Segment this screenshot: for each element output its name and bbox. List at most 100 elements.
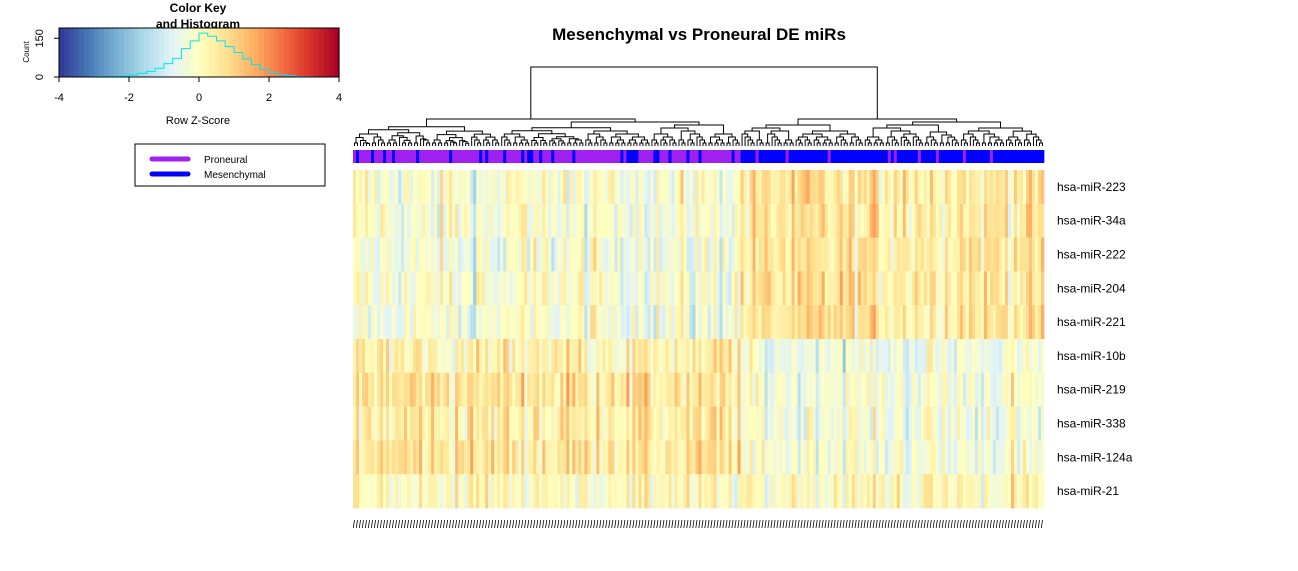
heatmap-cell bbox=[644, 305, 648, 340]
heatmap-cell bbox=[986, 474, 991, 509]
heatmap-cell bbox=[548, 339, 552, 374]
heatmap-cell bbox=[896, 170, 901, 205]
heatmap-cell bbox=[575, 271, 579, 306]
heatmap-cell bbox=[554, 406, 558, 441]
heatmap-cell bbox=[500, 305, 504, 340]
heatmap-cell bbox=[419, 203, 423, 238]
heatmap-cell bbox=[989, 271, 994, 306]
heatmap-cell bbox=[524, 203, 528, 238]
heatmap-cell bbox=[674, 406, 678, 441]
heatmap-cell bbox=[713, 440, 717, 475]
colorbar-cell bbox=[842, 150, 847, 163]
heatmap-cell bbox=[632, 203, 636, 238]
colorbar-cell bbox=[602, 150, 606, 163]
heatmap-cell bbox=[875, 271, 880, 306]
heatmap-cell bbox=[440, 406, 444, 441]
heatmap-cell bbox=[959, 271, 964, 306]
column-label bbox=[773, 519, 776, 529]
heatmap-cell bbox=[836, 372, 841, 407]
heatmap-cell bbox=[854, 474, 859, 509]
heatmap-cell bbox=[830, 406, 835, 441]
heatmap-cell bbox=[983, 305, 988, 340]
heatmap-cell bbox=[806, 271, 811, 306]
heatmap-cell bbox=[434, 440, 438, 475]
heatmap-cell bbox=[671, 339, 675, 374]
heatmap-cell bbox=[374, 474, 378, 509]
heatmap-cell bbox=[752, 372, 756, 407]
column-label bbox=[689, 519, 692, 529]
heatmap-cell bbox=[365, 440, 369, 475]
dendrogram-link bbox=[438, 142, 443, 146]
heatmap-cell bbox=[761, 203, 765, 238]
heatmap-cell bbox=[779, 406, 783, 441]
column-label bbox=[623, 519, 626, 529]
heatmap-cell bbox=[869, 440, 874, 475]
heatmap-cell bbox=[485, 271, 489, 306]
heatmap-cell bbox=[842, 237, 847, 272]
heatmap-cell bbox=[506, 237, 510, 272]
heatmap-cell bbox=[872, 440, 877, 475]
colorbar-cell bbox=[998, 150, 1003, 163]
heatmap-cell bbox=[620, 339, 624, 374]
heatmap-cell bbox=[899, 170, 904, 205]
heatmap-cell bbox=[1019, 237, 1024, 272]
heatmap-cell bbox=[944, 474, 949, 509]
heatmap-cell bbox=[599, 406, 603, 441]
color-key-title-line1: Color Key bbox=[170, 1, 227, 15]
heatmap-cell bbox=[689, 406, 693, 441]
dendrogram-link bbox=[858, 142, 863, 146]
heatmap-cell bbox=[407, 440, 411, 475]
heatmap-cell bbox=[404, 474, 408, 509]
heatmap-cell bbox=[380, 203, 384, 238]
heatmap-cell bbox=[770, 440, 774, 475]
column-label bbox=[929, 519, 932, 529]
heatmap-cell bbox=[995, 339, 1000, 374]
heatmap-cell bbox=[569, 170, 573, 205]
dendrogram-link bbox=[534, 142, 539, 146]
heatmap-cell bbox=[425, 339, 429, 374]
heatmap-cell bbox=[722, 406, 726, 441]
dendrogram-link bbox=[426, 118, 636, 127]
dendrogram-link bbox=[402, 142, 407, 146]
heatmap-cell bbox=[839, 203, 844, 238]
colorbar-cell bbox=[515, 150, 519, 163]
heatmap-cell bbox=[812, 237, 817, 272]
column-label bbox=[734, 519, 737, 529]
heatmap-cell bbox=[539, 170, 543, 205]
dendrogram-link bbox=[1026, 142, 1031, 146]
heatmap-cell bbox=[857, 170, 862, 205]
heatmap-cell bbox=[887, 203, 892, 238]
chart-title: Mesenchymal vs Proneural DE miRs bbox=[552, 25, 846, 44]
column-label bbox=[794, 519, 797, 529]
colorbar-cell bbox=[929, 150, 934, 163]
heatmap-cell bbox=[911, 406, 916, 441]
heatmap-cell bbox=[908, 237, 913, 272]
heatmap-cell bbox=[983, 203, 988, 238]
heatmap-cell bbox=[599, 339, 603, 374]
heatmap-cell bbox=[569, 237, 573, 272]
heatmap-cell bbox=[764, 170, 768, 205]
heatmap-cell bbox=[935, 237, 940, 272]
heatmap-cell bbox=[770, 474, 774, 509]
dendrogram-link bbox=[486, 142, 491, 146]
heatmap-cell bbox=[605, 305, 609, 340]
heatmap-cell bbox=[611, 339, 615, 374]
heatmap-cell bbox=[470, 237, 474, 272]
colorbar-cell bbox=[968, 150, 973, 163]
heatmap-cell bbox=[389, 339, 393, 374]
colorbar-cell bbox=[536, 150, 540, 163]
heatmap-cell bbox=[950, 305, 955, 340]
heatmap-cell bbox=[743, 271, 747, 306]
heatmap-cell bbox=[641, 440, 645, 475]
heatmap-cell bbox=[605, 440, 609, 475]
column-label bbox=[914, 519, 917, 529]
colorbar-cell bbox=[407, 150, 411, 163]
colorbar-cell bbox=[941, 150, 946, 163]
heatmap-cell bbox=[728, 237, 732, 272]
heatmap-cell bbox=[659, 406, 663, 441]
heatmap-cell bbox=[929, 406, 934, 441]
heatmap-cell bbox=[404, 339, 408, 374]
heatmap-cell bbox=[515, 440, 519, 475]
heatmap-cell bbox=[377, 170, 381, 205]
heatmap-cell bbox=[692, 372, 696, 407]
